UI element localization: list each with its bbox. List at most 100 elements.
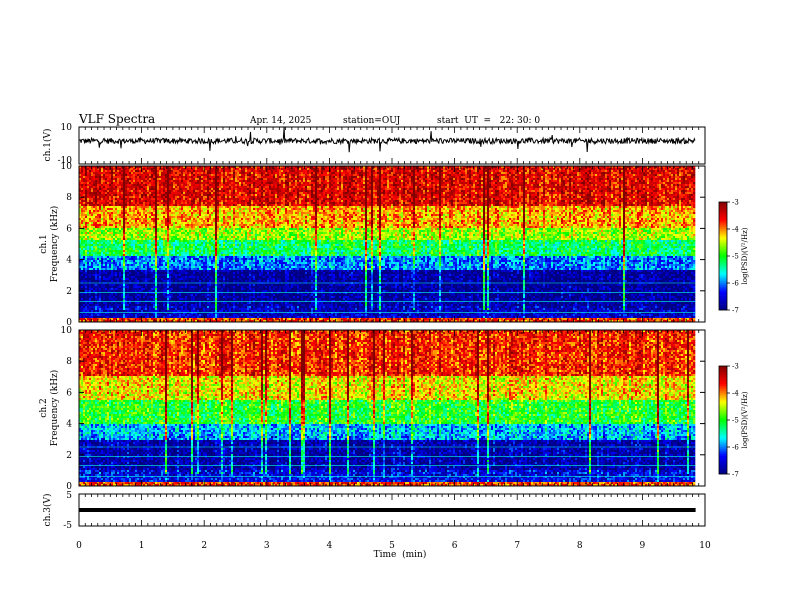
spectrogram-cell bbox=[139, 238, 141, 240]
spectrogram-cell bbox=[181, 288, 183, 290]
spectrogram-cell bbox=[155, 214, 157, 216]
spectrogram-cell bbox=[159, 250, 161, 252]
spectrogram-cell bbox=[133, 286, 135, 288]
spectrogram-cell bbox=[81, 296, 83, 298]
spectrogram-cell bbox=[133, 274, 135, 276]
spectrogram-cell bbox=[187, 190, 189, 192]
spectrogram-cell bbox=[169, 250, 171, 252]
spectrogram-cell bbox=[193, 246, 195, 248]
spectrogram-cell bbox=[125, 298, 127, 300]
spectrogram-cell bbox=[81, 298, 83, 300]
spectrogram-cell bbox=[105, 256, 107, 258]
spectrogram-cell bbox=[153, 178, 155, 180]
spectrogram-cell bbox=[123, 224, 125, 226]
spectrogram-cell bbox=[167, 196, 169, 198]
spectrogram-cell bbox=[107, 260, 109, 262]
spectrogram-cell bbox=[113, 248, 115, 250]
spectrogram-cell bbox=[91, 294, 93, 296]
spectrogram-cell bbox=[129, 224, 131, 226]
spectrogram-cell bbox=[191, 236, 193, 238]
spectrogram-cell bbox=[171, 220, 173, 222]
spectrogram-cell bbox=[101, 268, 103, 270]
spectrogram-cell bbox=[137, 288, 139, 290]
spectrogram-cell bbox=[133, 194, 135, 196]
spectrogram-cell bbox=[165, 256, 167, 258]
spectrogram-cell bbox=[181, 306, 183, 308]
spectrogram-cell bbox=[95, 246, 97, 248]
spectrogram-cell bbox=[191, 262, 193, 264]
spectrogram-cell bbox=[127, 242, 129, 244]
spectrogram-cell bbox=[169, 286, 171, 288]
spectrogram-cell bbox=[125, 222, 127, 224]
spectrogram-cell bbox=[131, 318, 133, 320]
spectrogram-cell bbox=[167, 270, 169, 272]
spectrogram-cell bbox=[143, 276, 145, 278]
spectrogram-cell bbox=[147, 188, 149, 190]
spectrogram-cell bbox=[127, 206, 129, 208]
spectrogram-cell bbox=[141, 302, 143, 304]
spectrogram-cell bbox=[113, 178, 115, 180]
spectrogram-cell bbox=[97, 288, 99, 290]
spectrogram-cell bbox=[83, 246, 85, 248]
spectrogram-cell bbox=[159, 306, 161, 308]
spectrogram-cell bbox=[139, 252, 141, 254]
spectrogram-cell bbox=[165, 178, 167, 180]
spectrogram-cell bbox=[137, 268, 139, 270]
spectrogram-cell bbox=[181, 202, 183, 204]
spectrogram-cell bbox=[155, 232, 157, 234]
spectrogram-cell bbox=[85, 182, 87, 184]
spectrogram-cell bbox=[143, 314, 145, 316]
spectrogram-cell bbox=[101, 288, 103, 290]
spectrogram-cell bbox=[125, 308, 127, 310]
spectrogram-cell bbox=[97, 236, 99, 238]
spectrogram-cell bbox=[147, 286, 149, 288]
spectrogram-cell bbox=[103, 232, 105, 234]
spectrogram-cell bbox=[119, 250, 121, 252]
spectrogram-cell bbox=[139, 172, 141, 174]
spectrogram-cell bbox=[145, 294, 147, 296]
spectrogram-cell bbox=[177, 256, 179, 258]
spectrogram-cell bbox=[173, 226, 175, 228]
spectrogram-cell bbox=[167, 170, 169, 172]
spectrogram-cell bbox=[163, 218, 165, 220]
spectrogram-cell bbox=[193, 248, 195, 250]
spectrogram-cell bbox=[115, 266, 117, 268]
spectrogram-cell bbox=[97, 170, 99, 172]
spectrogram-cell bbox=[123, 298, 125, 300]
spectrogram-cell bbox=[191, 298, 193, 300]
spectrogram-cell bbox=[165, 314, 167, 316]
spectrogram-cell bbox=[109, 316, 111, 318]
spectrogram-cell bbox=[167, 194, 169, 196]
spectrogram-cell bbox=[121, 220, 123, 222]
spectrogram-cell bbox=[155, 316, 157, 318]
spectrogram-cell bbox=[179, 216, 181, 218]
spectrogram-cell bbox=[101, 266, 103, 268]
spectrogram-cell bbox=[119, 190, 121, 192]
spectrogram-cell bbox=[163, 236, 165, 238]
spectrogram-cell bbox=[111, 260, 113, 262]
spectrogram-cell bbox=[137, 232, 139, 234]
spectrogram-cell bbox=[159, 240, 161, 242]
spectrogram-cell bbox=[185, 238, 187, 240]
spectrogram-cell bbox=[139, 246, 141, 248]
spectrogram-cell bbox=[163, 176, 165, 178]
spectrogram-cell bbox=[153, 170, 155, 172]
spectrogram-cell bbox=[181, 318, 183, 320]
spectrogram-cell bbox=[127, 244, 129, 246]
spectrogram-cell bbox=[139, 226, 141, 228]
spectrogram-cell bbox=[181, 176, 183, 178]
spectrogram-cell bbox=[151, 222, 153, 224]
spectrogram-cell bbox=[131, 222, 133, 224]
spectrogram-cell bbox=[101, 244, 103, 246]
spectrogram-cell bbox=[141, 272, 143, 274]
spectrogram-cell bbox=[111, 206, 113, 208]
spectrogram-cell bbox=[85, 280, 87, 282]
spectrogram-cell bbox=[113, 238, 115, 240]
spectrogram-cell bbox=[85, 276, 87, 278]
spectrogram-cell bbox=[193, 260, 195, 262]
spectrogram-cell bbox=[149, 230, 151, 232]
spectrogram-cell bbox=[179, 308, 181, 310]
spectrogram-cell bbox=[87, 226, 89, 228]
spectrogram-cell bbox=[113, 252, 115, 254]
spectrogram-cell bbox=[99, 188, 101, 190]
